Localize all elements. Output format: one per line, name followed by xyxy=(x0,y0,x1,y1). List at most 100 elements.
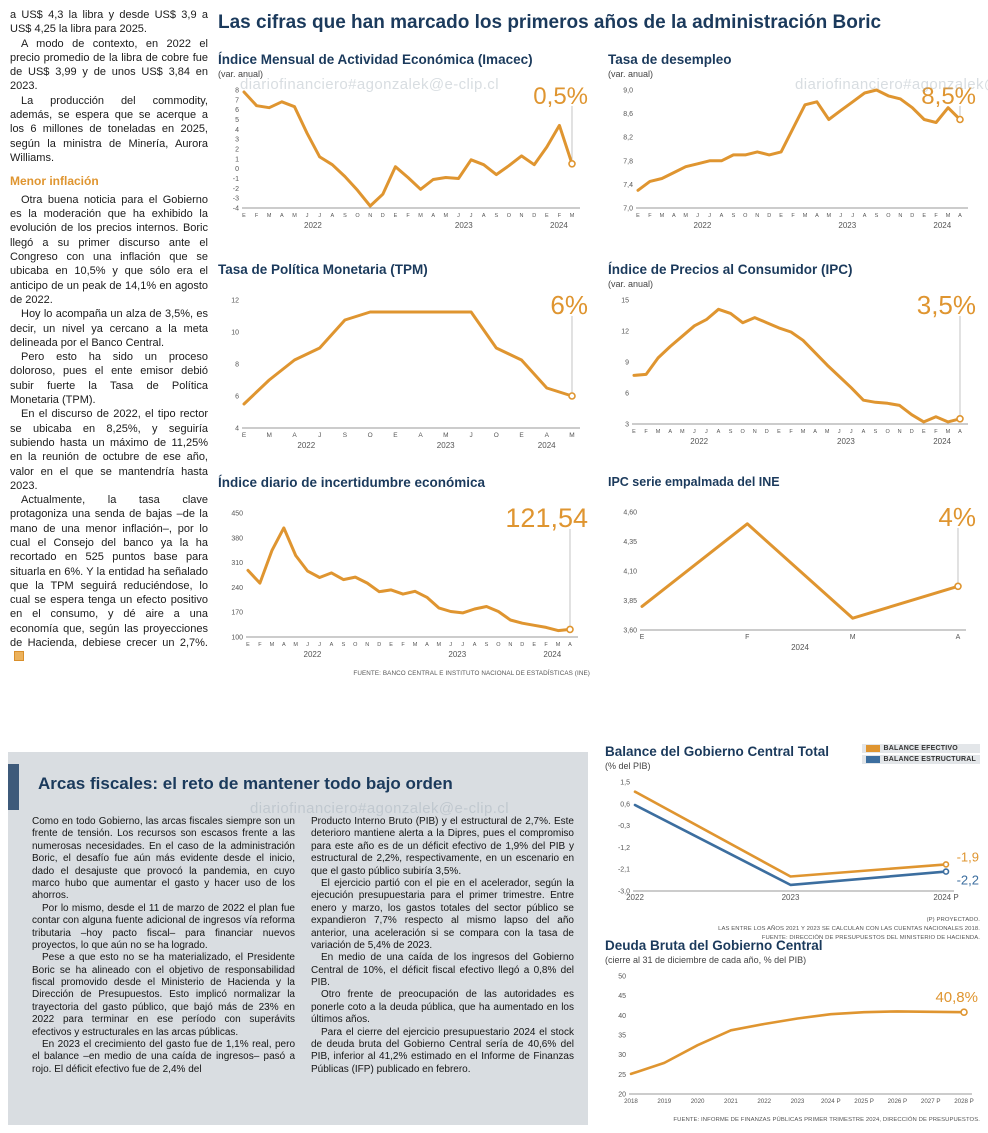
svg-text:J: J xyxy=(457,213,460,219)
svg-text:4,10: 4,10 xyxy=(623,569,637,576)
svg-text:-2,2: -2,2 xyxy=(957,873,979,888)
svg-text:S: S xyxy=(342,642,346,648)
svg-text:F: F xyxy=(401,642,405,648)
svg-text:310: 310 xyxy=(231,560,243,567)
paragraph-text: Actualmente, la tasa clave protagoniza u… xyxy=(10,494,208,650)
svg-text:S: S xyxy=(732,213,736,219)
svg-text:E: E xyxy=(242,432,247,439)
heading-accent-bar xyxy=(8,764,19,810)
svg-text:0: 0 xyxy=(235,166,239,173)
chart-title: Índice Mensual de Actividad Económica (I… xyxy=(218,52,533,67)
svg-text:2023: 2023 xyxy=(437,441,455,450)
fiscal-heading: Arcas fiscales: el reto de mantener todo… xyxy=(38,774,453,793)
paragraph: Pero esto ha sido un proceso doloroso, p… xyxy=(10,351,208,407)
svg-text:A: A xyxy=(863,213,867,219)
paragraph: Por lo mismo, desde el 11 de marzo de 20… xyxy=(32,902,295,951)
svg-text:D: D xyxy=(910,213,914,219)
svg-text:O: O xyxy=(368,432,373,439)
chart-title: Índice de Precios al Consumidor (IPC) xyxy=(608,262,853,277)
svg-text:J: J xyxy=(318,213,321,219)
svg-text:F: F xyxy=(745,634,749,641)
svg-text:N: N xyxy=(368,213,372,219)
svg-text:12: 12 xyxy=(621,329,629,336)
svg-text:A: A xyxy=(330,642,334,648)
chart-subtitle xyxy=(218,279,590,291)
svg-text:8,6: 8,6 xyxy=(623,111,633,118)
desempleo-chart: 9,0 8,6 8,2 7,8 7,4 7,0 E F M A M J J A S O N D E F M A M J J A S O… xyxy=(608,82,978,239)
svg-text:15: 15 xyxy=(621,298,629,305)
svg-text:J: J xyxy=(461,642,464,648)
source-note: FUENTE: INFORME DE FINANZAS PÚBLICAS PRI… xyxy=(673,1117,980,1123)
svg-text:2024: 2024 xyxy=(538,441,556,450)
paragraph: Otra buena noticia para el Gobierno es l… xyxy=(10,193,208,306)
svg-text:2027 P: 2027 P xyxy=(921,1098,941,1105)
svg-text:M: M xyxy=(437,642,442,648)
svg-text:S: S xyxy=(485,642,489,648)
svg-text:2020: 2020 xyxy=(691,1098,705,1105)
svg-text:J: J xyxy=(705,429,708,435)
svg-text:A: A xyxy=(815,213,819,219)
svg-text:J: J xyxy=(696,213,699,219)
paragraph: A modo de contexto, en 2022 el precio pr… xyxy=(10,37,208,93)
svg-text:E: E xyxy=(922,213,926,219)
svg-text:E: E xyxy=(246,642,250,648)
legend-label: BALANCE EFECTIVO xyxy=(883,745,958,752)
svg-text:S: S xyxy=(343,213,347,219)
paragraph: En medio de una caída de los ingresos de… xyxy=(311,952,574,989)
svg-text:6: 6 xyxy=(235,394,239,401)
svg-text:6: 6 xyxy=(625,391,629,398)
left-article-column: a US$ 4,3 la libra y desde US$ 3,9 a US$… xyxy=(10,8,208,665)
svg-text:J: J xyxy=(693,429,696,435)
svg-text:2022: 2022 xyxy=(297,441,315,450)
svg-text:O: O xyxy=(355,213,360,219)
chart-cell-incertidumbre: Índice diario de incertidumbre económica… xyxy=(218,475,590,677)
svg-text:A: A xyxy=(956,634,961,641)
svg-text:N: N xyxy=(898,213,902,219)
svg-text:2021: 2021 xyxy=(724,1098,738,1105)
svg-text:J: J xyxy=(318,432,321,439)
svg-text:M: M xyxy=(803,213,808,219)
legend-item-estructural: BALANCE ESTRUCTURAL xyxy=(861,755,980,764)
svg-text:-2: -2 xyxy=(233,186,239,193)
svg-text:40: 40 xyxy=(618,1013,626,1020)
svg-text:2023: 2023 xyxy=(782,893,800,902)
svg-text:M: M xyxy=(292,213,297,219)
svg-text:A: A xyxy=(418,432,423,439)
paragraph: La producción del commodity, además, se … xyxy=(10,94,208,164)
svg-text:E: E xyxy=(242,213,246,219)
svg-text:2023: 2023 xyxy=(448,650,466,659)
svg-text:12: 12 xyxy=(231,298,239,305)
svg-text:2022: 2022 xyxy=(757,1098,771,1105)
svg-text:3,85: 3,85 xyxy=(623,598,637,605)
svg-text:O: O xyxy=(507,213,512,219)
svg-text:D: D xyxy=(767,213,771,219)
svg-text:M: M xyxy=(266,432,271,439)
svg-text:J: J xyxy=(449,642,452,648)
svg-text:M: M xyxy=(444,213,449,219)
balance-estructural-swatch xyxy=(865,756,880,763)
svg-text:N: N xyxy=(520,213,524,219)
paragraph: En 2023 el crecimiento del gasto fue de … xyxy=(32,1039,295,1075)
svg-text:A: A xyxy=(672,213,676,219)
svg-text:N: N xyxy=(898,429,902,435)
chart-subtitle: (var. anual) xyxy=(608,279,654,289)
svg-text:F: F xyxy=(544,642,548,648)
svg-text:8,2: 8,2 xyxy=(623,135,633,142)
svg-text:8: 8 xyxy=(235,88,239,95)
svg-text:35: 35 xyxy=(618,1033,626,1040)
fiscal-article: Como en todo Gobierno, las arcas fiscale… xyxy=(32,816,574,1076)
svg-text:M: M xyxy=(946,429,951,435)
svg-text:170: 170 xyxy=(231,610,243,617)
svg-text:6: 6 xyxy=(235,107,239,114)
chart-subtitle: (var. anual) xyxy=(218,69,264,79)
svg-text:2022: 2022 xyxy=(304,650,322,659)
chart-cell-balance: BALANCE EFECTIVO BALANCE ESTRUCTURAL Bal… xyxy=(605,744,980,943)
chart-cell-tpm: Tasa de Política Monetaria (TPM) 12 10 8 6 4… xyxy=(218,262,590,459)
svg-text:E: E xyxy=(922,429,926,435)
svg-text:8: 8 xyxy=(235,362,239,369)
svg-text:6%: 6% xyxy=(550,292,588,320)
svg-text:M: M xyxy=(418,213,423,219)
svg-text:4,60: 4,60 xyxy=(623,510,637,517)
svg-text:7,4: 7,4 xyxy=(623,182,633,189)
svg-text:100: 100 xyxy=(231,635,243,642)
